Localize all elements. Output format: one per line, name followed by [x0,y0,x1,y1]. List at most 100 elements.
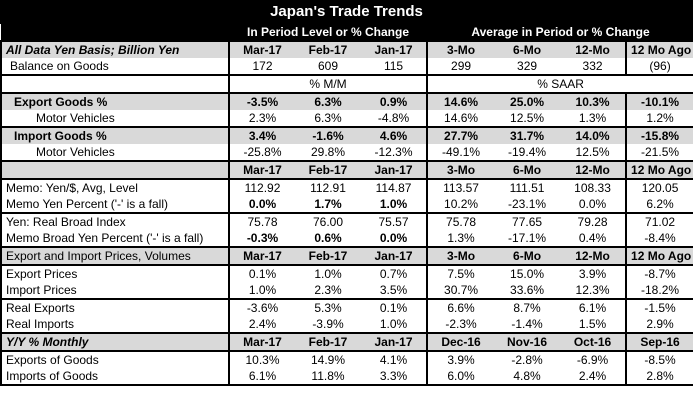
table-row: Memo: Yen/$, Avg, Level 112.92 112.91 11… [0,178,693,196]
cell: 6.0% [447,369,475,383]
table-row: Import Goods % 3.4% -1.6% 4.6% 27.7% 31.… [0,126,693,144]
cell: 1.3% [447,231,475,245]
cell: -3.5% [229,92,295,110]
table-title: Japan's Trade Trends [0,0,693,24]
cell: 3.9% [560,264,628,282]
column-header-row: Mar-17 Feb-17 Jan-17 3-Mo 6-Mo 12-Mo 12 … [0,160,693,179]
cell: -1.5% [626,298,693,316]
row-label: Yen: Real Broad Index [0,212,230,230]
col-header: Sep-16 [626,332,693,351]
cell: 8.7% [494,298,561,316]
cell: 12.3% [560,282,628,299]
column-header-row: Export and Import Prices, Volumes Mar-17… [0,246,693,265]
cell: 6.3% [314,111,342,125]
cell: 77.65 [494,212,561,230]
cell: 108.33 [560,178,628,196]
row-label: Export Goods % [0,92,230,110]
cell: 0.9% [361,92,429,110]
cell: 0.1% [229,264,295,282]
cell: 111.51 [494,178,561,196]
row-label: Export Prices [0,264,230,282]
cell: -19.4% [508,145,547,159]
cell: 0.4% [560,230,628,247]
table-row: Motor Vehicles -25.8% 29.8% -12.3% -49.1… [0,144,693,161]
table-row: % M/M % SAAR [0,74,693,93]
col-header: Jan-17 [361,332,429,351]
cell: 609 [317,59,339,73]
cell: 4.1% [361,350,429,368]
cell: 33.6% [510,283,545,297]
cell: -21.5% [626,144,693,161]
cell: 30.7% [444,283,479,297]
table-row: Export Prices 0.1% 1.0% 0.7% 7.5% 15.0% … [0,264,693,282]
row-label: Import Prices [0,282,230,299]
cell: 12.5% [560,144,628,161]
cell: -1.6% [295,126,361,144]
row-label: Real Exports [0,298,230,316]
cell: -3.9% [312,317,344,331]
cell: -15.8% [626,126,693,144]
cell: 115 [361,58,429,75]
cell: 114.87 [361,178,429,196]
saar-label: % SAAR [427,74,693,93]
cell: -8.4% [626,230,693,247]
cell: -4.8% [361,110,429,127]
col-header: 12-Mo [560,160,628,179]
col-header: 12 Mo Ago [626,160,693,179]
cell: 0.0% [248,197,277,211]
cell: 11.8% [311,369,345,383]
cell: 14.0% [560,126,628,144]
col-header: Dec-16 [427,332,495,351]
col-header: 3-Mo [427,40,495,58]
cell: 1.0% [361,316,429,333]
cell: 1.3% [560,110,628,127]
table-row: Export Goods % -3.5% 6.3% 0.9% 14.6% 25.… [0,92,693,110]
table-row: Exports of Goods 10.3% 14.9% 4.1% 3.9% -… [0,350,693,368]
cell: 6.3% [295,92,361,110]
cell: 7.5% [427,264,495,282]
cell: 299 [451,59,472,73]
cell: 12.5% [510,111,545,125]
cell: 25.0% [494,92,561,110]
col-header: Mar-17 [229,246,295,265]
cell: 6.1% [560,298,628,316]
cell: 0.6% [314,231,342,245]
row-label: Imports of Goods [0,368,230,385]
cell: 112.92 [229,178,295,196]
col-header: Jan-17 [361,40,429,58]
cell: 15.0% [494,264,561,282]
row-label: Memo Yen Percent ('-' is a fall) [0,196,230,213]
cell: 10.2% [444,197,479,211]
left-group-header: In Period Level or % Change [229,24,428,41]
col-header: 12-Mo [560,246,628,265]
section-label: Y/Y % Monthly [0,332,230,351]
cell: 1.5% [560,316,628,333]
table-row: Balance on Goods 172 609 115 299 329 332… [0,58,693,75]
table-row: Yen: Real Broad Index 75.78 76.00 75.57 … [0,212,693,230]
all-data-label: All Data Yen Basis; Billion Yen [0,40,230,58]
col-header: 6-Mo [494,160,561,179]
cell: 2.8% [626,368,693,385]
cell: 6.1% [248,369,277,383]
cell: 3.3% [361,368,429,385]
column-header-row: All Data Yen Basis; Billion Yen Mar-17 F… [0,40,693,58]
cell: 2.3% [314,283,342,297]
table-row: Import Prices 1.0% 2.3% 3.5% 30.7% 33.6%… [0,282,693,299]
col-header: Oct-16 [560,332,628,351]
row-label: Exports of Goods [0,350,230,368]
col-header: 3-Mo [427,246,495,265]
cell: -8.5% [626,350,693,368]
col-header: 6-Mo [494,246,561,265]
cell: 29.8% [310,145,346,159]
col-header: Mar-17 [229,160,295,179]
table-row: Real Imports 2.4% -3.9% 1.0% -2.3% -1.4%… [0,316,693,333]
cell: 71.02 [626,212,693,230]
cell: 14.6% [427,92,495,110]
cell: -3.6% [229,298,295,316]
cell: 6.2% [626,196,693,213]
cell: -10.1% [626,92,693,110]
cell: 1.0% [295,264,361,282]
cell: 3.5% [361,282,429,299]
cell: 1.7% [314,197,342,211]
row-label: Motor Vehicles [0,144,230,161]
